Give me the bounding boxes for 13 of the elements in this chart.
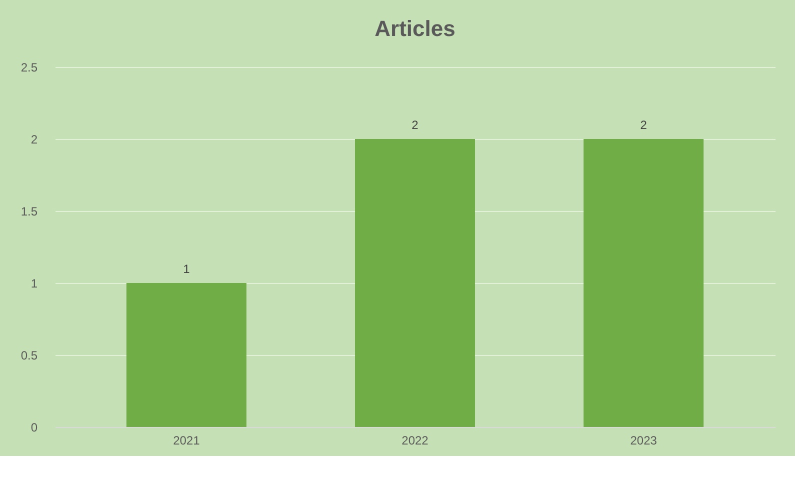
data-label: 2: [412, 118, 419, 132]
x-tick-label: 2023: [630, 434, 658, 448]
y-tick-label: 1.5: [20, 204, 38, 218]
chart-title: Articles: [374, 16, 456, 41]
x-tick-label: 2022: [402, 434, 429, 448]
y-tick-label: 1: [30, 276, 38, 290]
data-label: 2: [640, 118, 648, 132]
y-tick-label: 2.5: [20, 60, 38, 74]
data-label: 1: [183, 262, 190, 276]
y-tick-label: 0: [30, 420, 38, 434]
y-tick-label: 2: [30, 132, 38, 146]
x-tick-label: 2021: [173, 434, 200, 448]
y-tick-label: 0.5: [20, 348, 38, 362]
